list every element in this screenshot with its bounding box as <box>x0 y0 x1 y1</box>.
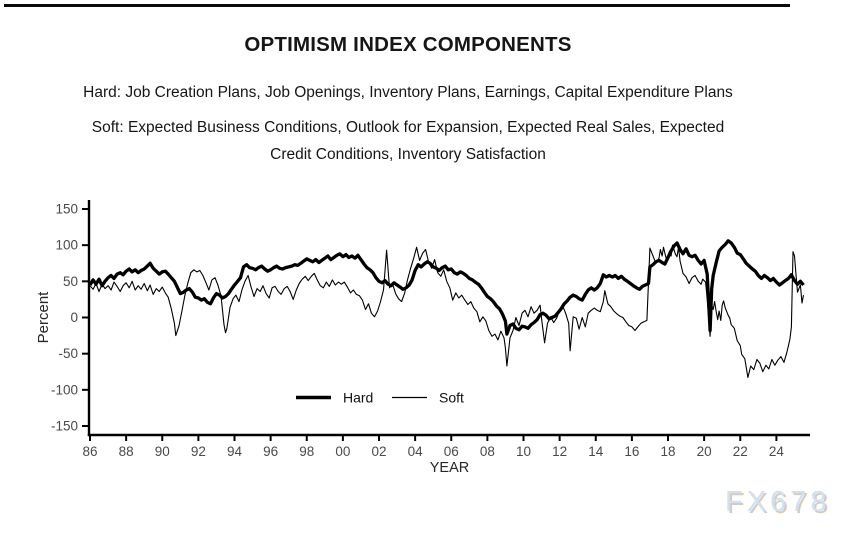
legend-soft-label: Soft <box>439 390 464 406</box>
x-tick-label: 00 <box>335 444 350 459</box>
x-tick-label: 94 <box>227 444 243 459</box>
x-tick-label: 20 <box>697 444 712 459</box>
x-tick-label: 22 <box>733 444 748 459</box>
x-tick-label: 18 <box>660 444 675 459</box>
x-tick-label: 06 <box>444 444 459 459</box>
x-tick-label: 24 <box>769 444 785 459</box>
y-tick-label: 0 <box>70 310 78 325</box>
y-tick-label: 100 <box>55 238 78 253</box>
series-hard-line <box>88 239 805 336</box>
series-soft-line <box>89 244 805 379</box>
soft-components-description: Soft: Expected Business Conditions, Outl… <box>91 119 725 136</box>
x-tick-label: 10 <box>516 444 531 459</box>
y-tick-label: -100 <box>51 382 78 397</box>
x-tick-label: 04 <box>408 444 424 459</box>
x-tick-label: 86 <box>82 444 97 459</box>
x-axis-title: YEAR <box>430 460 470 476</box>
y-tick-label: -50 <box>58 346 78 361</box>
top-divider <box>4 4 790 7</box>
hard-components-description: Hard: Job Creation Plans, Job Openings, … <box>83 84 733 101</box>
y-axis-title: Percent <box>35 291 52 344</box>
chart-title: OPTIMISM INDEX COMPONENTS <box>244 33 572 56</box>
soft-components-description-continued: Credit Conditions, Inventory Satisfactio… <box>270 146 546 163</box>
x-tick-label: 12 <box>552 444 567 459</box>
x-tick-label: 02 <box>371 444 386 459</box>
x-tick-label: 08 <box>480 444 495 459</box>
x-tick-label: 92 <box>191 444 206 459</box>
legend-hard-label: Hard <box>343 390 373 406</box>
watermark: FX678 <box>725 486 831 518</box>
x-tick-label: 88 <box>119 444 134 459</box>
x-tick-label: 14 <box>588 444 604 459</box>
x-tick-label: 90 <box>155 444 170 459</box>
x-tick-label: 98 <box>299 444 314 459</box>
y-tick-label: 150 <box>55 202 78 217</box>
y-tick-label: -150 <box>51 418 78 433</box>
x-tick-label: 96 <box>263 444 278 459</box>
x-tick-label: 16 <box>624 444 639 459</box>
y-tick-label: 50 <box>63 274 78 289</box>
